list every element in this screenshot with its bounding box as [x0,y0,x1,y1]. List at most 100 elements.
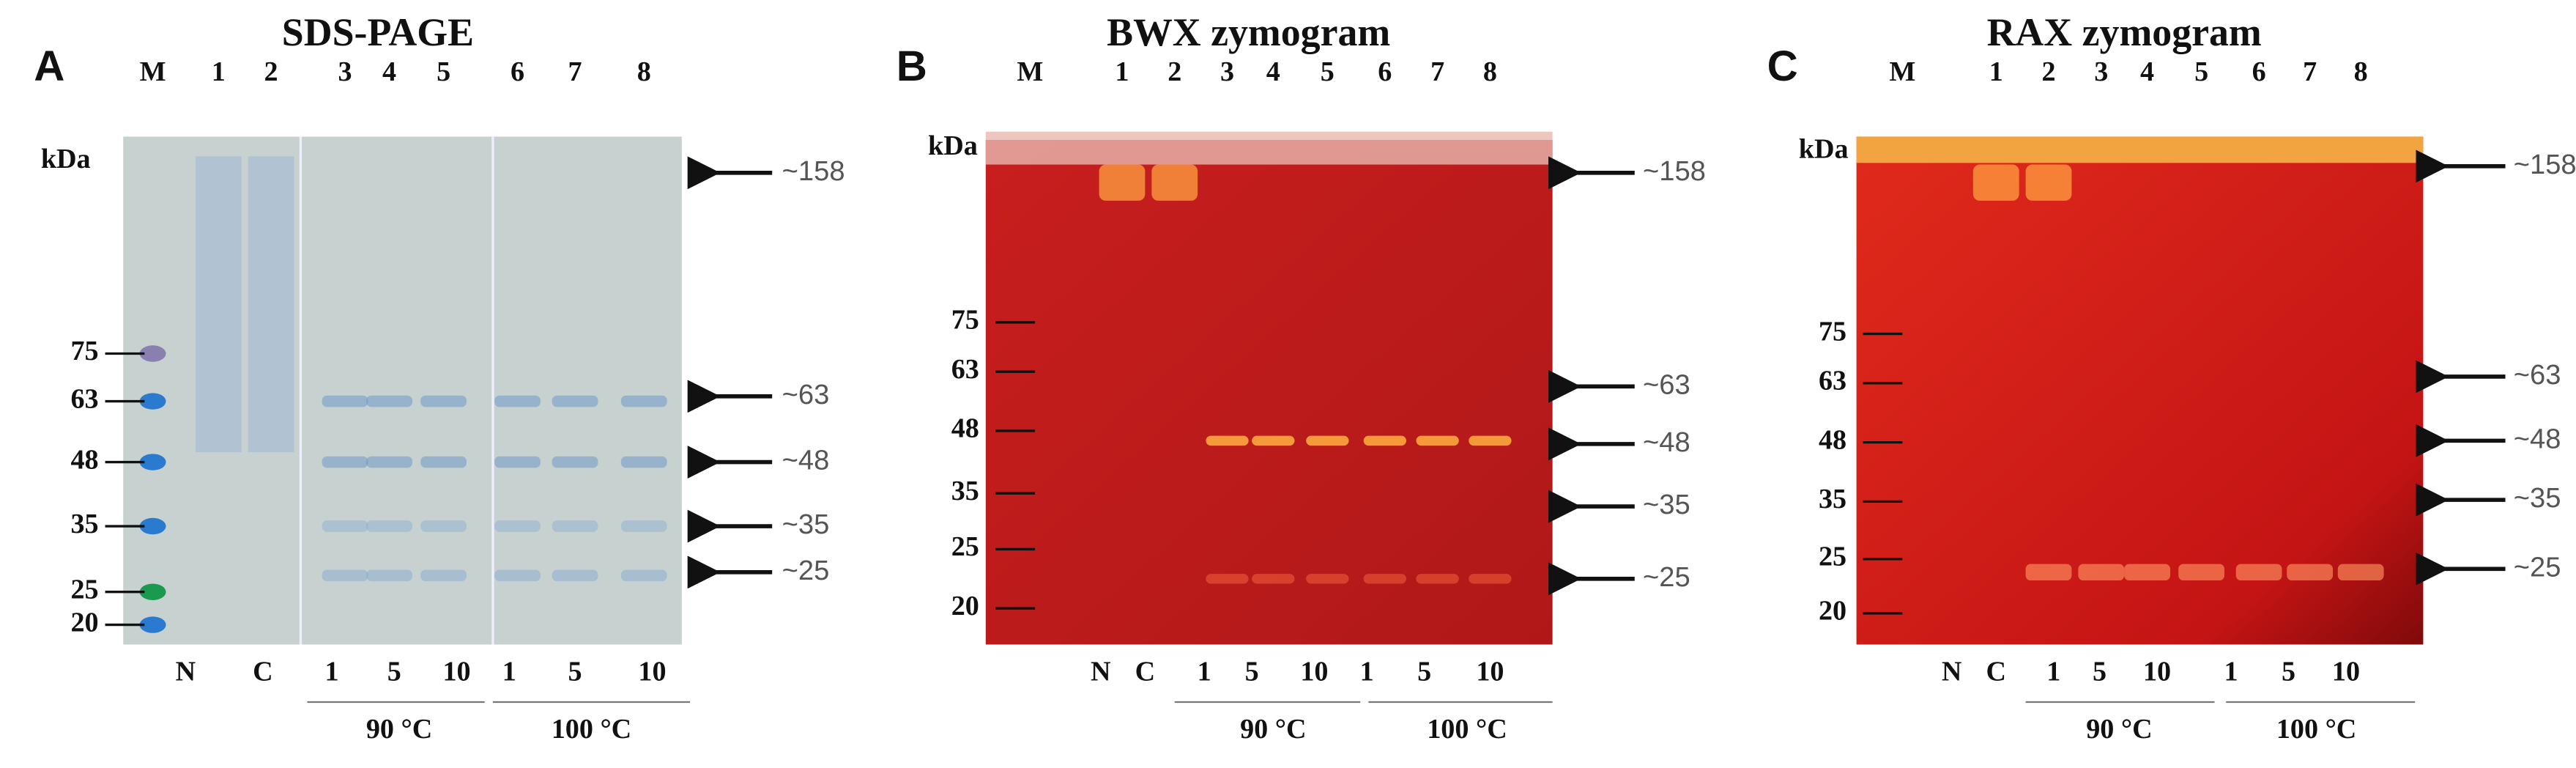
size-label: ~35 [2514,482,2561,514]
marker-label: 48 [70,444,98,475]
gel-band [620,395,667,407]
gel-band [322,395,368,407]
marker-label: 75 [70,336,98,366]
gel-band [322,456,368,468]
panel-title: RAX zymogram [1987,10,2262,54]
lane-label: 2 [1168,56,1181,87]
well-band [1972,164,2019,201]
gel-band [1206,574,1249,584]
lane-label: 4 [382,56,396,87]
gel-band [2178,564,2225,581]
gel-band [1469,435,1512,446]
gel-top [985,131,1553,165]
marker-band [139,454,166,470]
size-label: ~25 [1643,561,1690,593]
panel-letter: B [897,43,927,90]
gel-band [2337,564,2384,581]
marker-label: 75 [1819,316,1846,347]
marker-label: 20 [1819,596,1846,627]
gel-band [420,569,467,582]
sample-label: 1 [1360,657,1374,687]
gel [1856,136,2424,645]
sample-label: 10 [1300,657,1328,687]
lane-label: 6 [2252,56,2266,87]
gel-band [366,569,412,582]
group-label: 100 °C [1427,714,1507,745]
marker-band [139,345,166,362]
size-label: ~48 [782,445,830,476]
marker-label: 75 [951,305,979,336]
lane-label: 5 [2194,56,2208,87]
well-band [2025,164,2072,201]
lane-label: 5 [437,56,450,87]
gel-band [1469,574,1512,584]
sample-label: 5 [2093,657,2107,687]
group-label: 90 °C [1240,714,1306,745]
sample-label: 5 [1245,657,1259,687]
lane-label: 4 [1266,56,1280,87]
lane-label: 3 [2094,56,2108,87]
sample-label: 5 [1417,657,1431,687]
sample-label: 1 [1198,657,1211,687]
gel-band [322,569,368,582]
sample-label: 1 [325,657,339,687]
gel-band [2025,564,2072,581]
size-label: ~25 [782,555,830,586]
gel-band [1363,435,1406,446]
size-label: ~158 [782,155,845,187]
smear [248,156,294,453]
gel-band [420,395,467,407]
sample-label: C [253,657,273,687]
size-label: ~63 [1643,369,1690,400]
marker-band [139,616,166,633]
sample-label: 1 [2224,657,2238,687]
kda-label: kDa [41,144,91,174]
sample-label: N [1091,657,1111,687]
sample-label: 5 [568,657,582,687]
gel-band [1252,574,1295,584]
lane-label: 3 [1220,56,1234,87]
gel-band [620,456,667,468]
sample-label: 1 [502,657,516,687]
gel-band [552,569,598,582]
size-label: ~63 [2514,359,2561,391]
marker-label: 63 [70,383,98,414]
lane-label: 6 [1378,56,1392,87]
lane-label: 4 [2140,56,2154,87]
marker-label: 25 [951,531,979,562]
smear [195,156,242,453]
size-label: ~48 [1643,427,1690,458]
gel-band [366,395,412,407]
lane-label: 7 [568,56,582,87]
well-band [1151,164,1198,201]
sample-label: 10 [2143,657,2171,687]
gel-band [620,520,667,532]
sample-label: 5 [2282,657,2295,687]
marker-band [139,583,166,600]
marker-label: 48 [1819,424,1846,455]
gel-band [2078,564,2125,581]
panel-letter: C [1767,43,1798,90]
sample-label: N [176,657,196,687]
gel-band [494,456,541,468]
gel-band [420,456,467,468]
sample-label: 1 [2046,657,2060,687]
gel-band [494,569,541,582]
marker-label: 35 [70,509,98,539]
gel-band [1416,574,1459,584]
kda-label: kDa [928,130,978,161]
sample-label: C [1986,657,2006,687]
group-label: 100 °C [552,714,631,745]
gel-band [620,569,667,582]
sample-label: 10 [2332,657,2360,687]
group-label: 90 °C [366,714,432,745]
marker-label: 25 [1819,542,1846,572]
lane-label: 6 [511,56,524,87]
gel-band [366,456,412,468]
marker-label: 48 [951,413,979,444]
size-label: ~48 [2514,423,2561,454]
gel-band [2287,564,2334,581]
gel-band [2235,564,2282,581]
size-label: ~35 [782,509,830,540]
sample-label: N [1942,657,1962,687]
